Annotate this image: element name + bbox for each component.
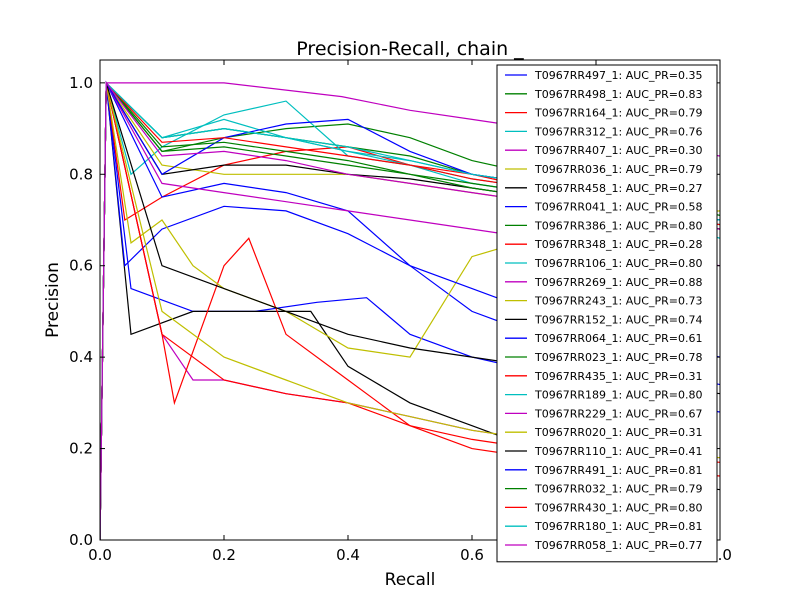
- x-axis-label: Recall: [385, 570, 436, 590]
- legend-entry: T0967RR110_1: AUC_PR=0.41: [534, 445, 702, 458]
- x-tick-label: 0.2: [212, 546, 236, 564]
- legend-entry: T0967RR498_1: AUC_PR=0.83: [534, 88, 702, 101]
- legend-entry: T0967RR348_1: AUC_PR=0.28: [534, 238, 702, 251]
- legend: T0967RR497_1: AUC_PR=0.35 T0967RR498_1: A…: [496, 64, 718, 563]
- legend-entry: T0967RR243_1: AUC_PR=0.73: [534, 295, 702, 308]
- y-tick-label: 1.0: [69, 74, 93, 92]
- x-tick-label: 0.6: [460, 546, 484, 564]
- legend-box: [496, 64, 718, 563]
- legend-entry: T0967RR458_1: AUC_PR=0.27: [534, 182, 702, 195]
- legend-entry: T0967RR229_1: AUC_PR=0.67: [534, 407, 702, 420]
- legend-entry: T0967RR180_1: AUC_PR=0.81: [534, 520, 702, 533]
- y-tick-label: 0.2: [69, 440, 93, 458]
- legend-entry: T0967RR152_1: AUC_PR=0.74: [534, 313, 702, 326]
- y-tick-label: 0.8: [69, 165, 93, 183]
- y-tick-label: 0.4: [69, 348, 93, 366]
- legend-entry: T0967RR106_1: AUC_PR=0.80: [534, 257, 702, 270]
- legend-entry: T0967RR036_1: AUC_PR=0.79: [534, 163, 702, 176]
- legend-entry: T0967RR064_1: AUC_PR=0.61: [534, 332, 702, 345]
- legend-entry: T0967RR023_1: AUC_PR=0.78: [534, 351, 702, 364]
- legend-entry: T0967RR435_1: AUC_PR=0.31: [534, 370, 702, 383]
- y-axis-label: Precision: [43, 262, 63, 338]
- legend-entry: T0967RR164_1: AUC_PR=0.79: [534, 107, 702, 120]
- legend-entry: T0967RR041_1: AUC_PR=0.58: [534, 201, 702, 214]
- y-tick-label: 0.0: [69, 531, 93, 549]
- legend-entry: T0967RR430_1: AUC_PR=0.80: [534, 501, 702, 514]
- legend-entry: T0967RR386_1: AUC_PR=0.80: [534, 219, 702, 232]
- legend-entry: T0967RR032_1: AUC_PR=0.79: [534, 483, 702, 496]
- x-tick-label: 0.0: [88, 546, 112, 564]
- plot-frame: [99, 59, 721, 541]
- x-tick-label: 0.4: [336, 546, 360, 564]
- legend-entry: T0967RR189_1: AUC_PR=0.80: [534, 389, 702, 402]
- legend-entry: T0967RR269_1: AUC_PR=0.88: [534, 276, 702, 289]
- legend-entry: T0967RR491_1: AUC_PR=0.81: [534, 464, 702, 477]
- legend-entry: T0967RR312_1: AUC_PR=0.76: [534, 125, 702, 138]
- legend-entry: T0967RR497_1: AUC_PR=0.35: [534, 69, 702, 82]
- y-tick-label: 0.6: [69, 257, 93, 275]
- legend-entry: T0967RR020_1: AUC_PR=0.31: [534, 426, 702, 439]
- legend-entry: T0967RR407_1: AUC_PR=0.30: [534, 144, 702, 157]
- chart-title: Precision-Recall, chain _: [296, 38, 524, 60]
- legend-entry: T0967RR058_1: AUC_PR=0.77: [534, 539, 702, 552]
